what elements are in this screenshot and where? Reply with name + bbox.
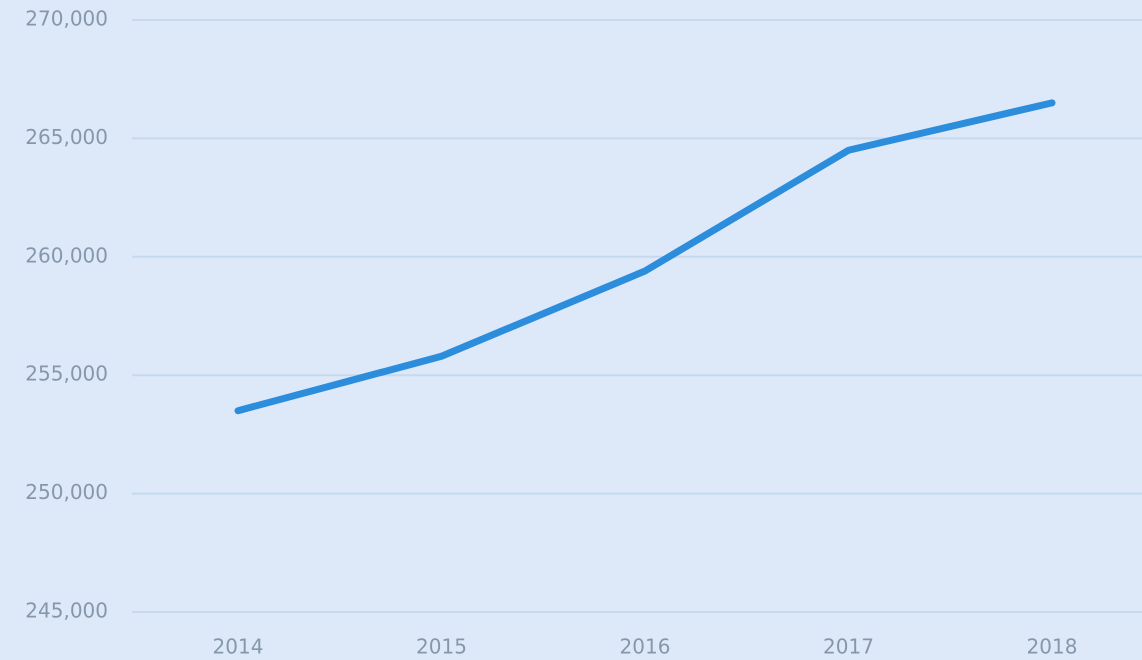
y-tick-label: 260,000 [25,243,108,267]
x-tick-label: 2017 [823,635,874,659]
y-tick-label: 255,000 [25,362,108,386]
x-tick-label: 2018 [1027,635,1078,659]
y-tick-label: 265,000 [25,125,108,149]
x-tick-label: 2015 [416,635,467,659]
line-series [234,99,1056,415]
y-tick-label: 250,000 [25,480,108,504]
y-tick-label: 245,000 [25,599,108,623]
y-tick-label: 270,000 [25,7,108,31]
x-tick-label: 2016 [620,635,671,659]
x-tick-label: 2014 [213,635,264,659]
